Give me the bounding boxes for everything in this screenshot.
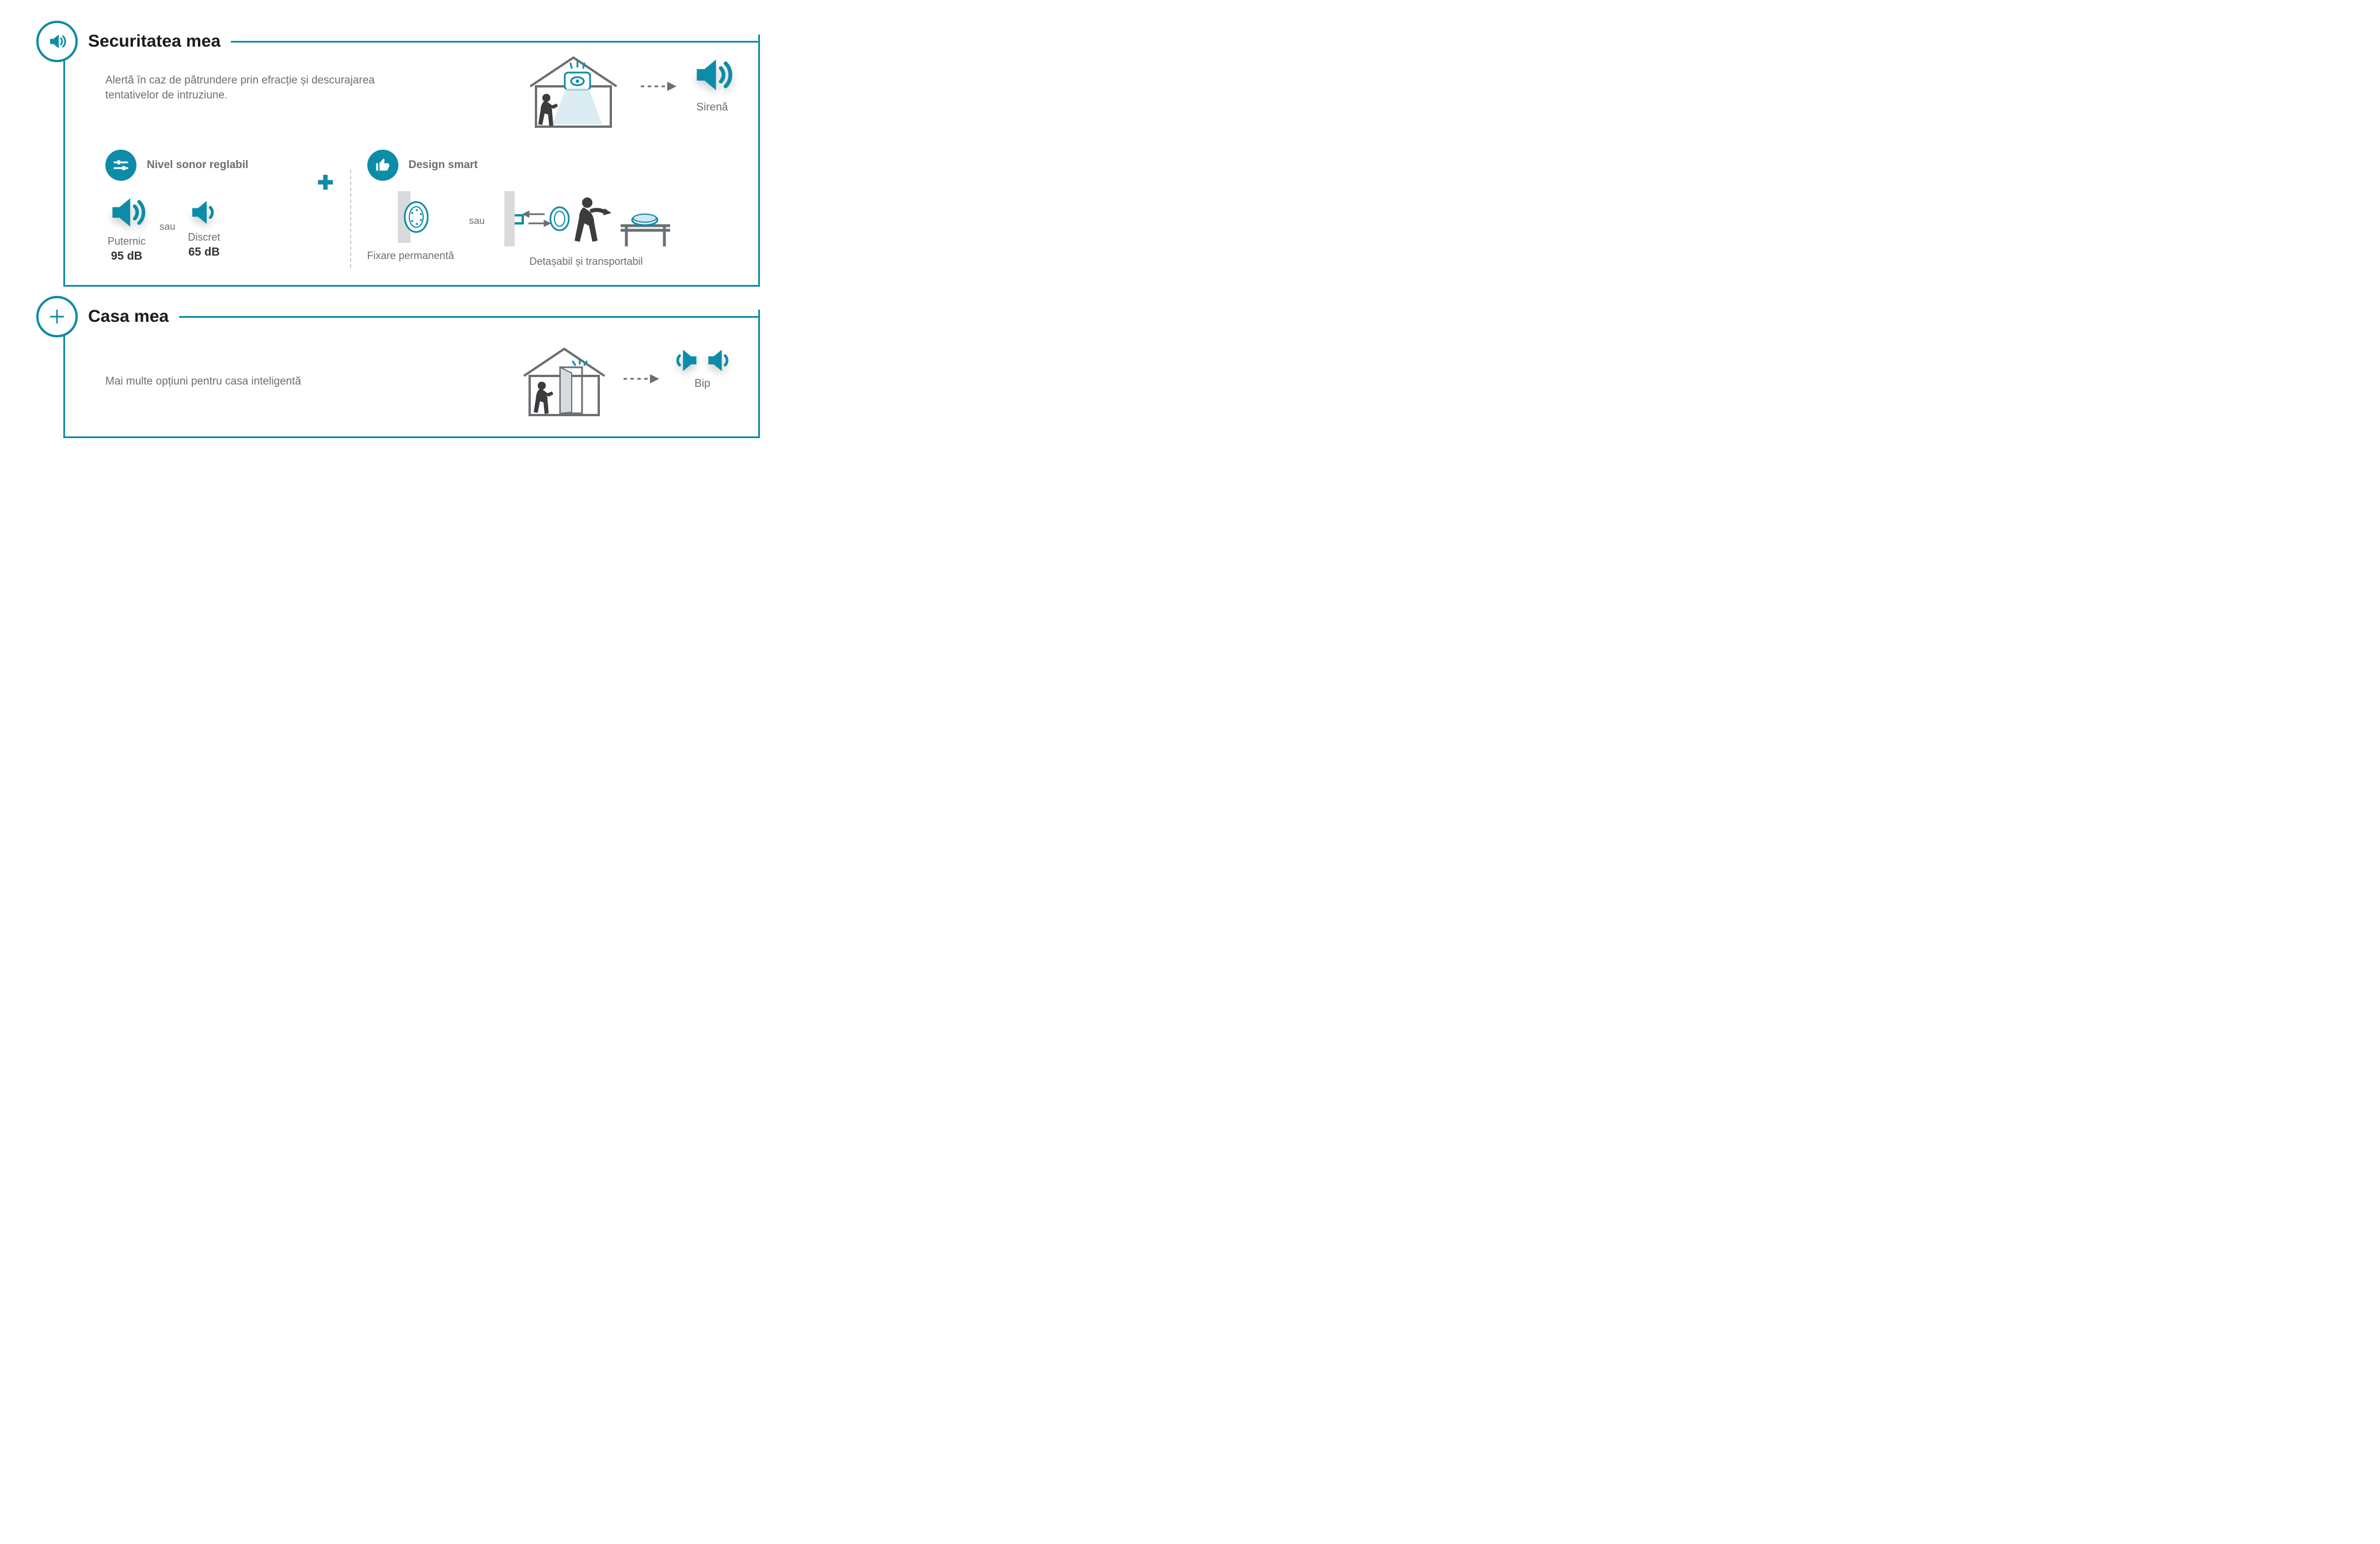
- siren-label: Sirenă: [697, 101, 728, 114]
- security-panel: Securitatea mea Alertă în caz de pătrund…: [63, 35, 760, 287]
- design-option-portable: Detașabil și transportabil: [500, 191, 672, 268]
- bip-speaker-right-icon: [703, 344, 735, 377]
- design-option-fixed: Fixare permanentă: [367, 191, 454, 262]
- sound-loud-label: Puternic: [108, 236, 146, 248]
- sound-quiet-label: Discret: [188, 232, 220, 244]
- or-word: sau: [159, 221, 175, 233]
- speaker-loud-icon: [105, 191, 148, 234]
- house-door-illustration: [515, 344, 613, 419]
- sliders-icon: [105, 150, 136, 181]
- panel-title: Casa mea: [88, 307, 169, 326]
- vertical-divider: [350, 170, 351, 268]
- thumbs-up-icon: [367, 150, 398, 181]
- panel-header: Securitatea mea: [36, 21, 758, 62]
- panel-description: Alertă în caz de pătrundere prin efracți…: [105, 73, 428, 102]
- sound-option-loud: Puternic 95 dB: [105, 191, 148, 263]
- feature-sound-level: Nivel sonor reglabil Puternic 95 dB sau: [105, 150, 301, 263]
- speaker-quiet-icon: [187, 195, 221, 230]
- plus-icon: [36, 296, 78, 337]
- feature-design-title: Design smart: [409, 159, 478, 172]
- feature-design: Design smart Fixare permanentă sau: [367, 150, 736, 268]
- bip-speaker-left-icon: [670, 344, 702, 377]
- house-intruder-illustration: [519, 52, 628, 132]
- header-rule: [179, 316, 758, 318]
- panel-header: Casa mea: [36, 296, 758, 337]
- portable-illustration: [500, 191, 672, 249]
- design-fixed-label: Fixare permanentă: [367, 250, 454, 262]
- wall-mount-icon: [376, 191, 445, 243]
- sound-loud-db: 95 dB: [111, 250, 142, 263]
- feature-sound-title: Nivel sonor reglabil: [147, 159, 248, 172]
- panel-title: Securitatea mea: [88, 32, 220, 51]
- arrow-icon: [638, 75, 679, 98]
- plus-separator-icon: ✚: [317, 172, 334, 195]
- sound-option-quiet: Discret 65 dB: [187, 195, 221, 259]
- siren-speaker-icon: [689, 52, 735, 98]
- speaker-icon: [36, 21, 78, 62]
- design-portable-label: Detașabil și transportabil: [529, 256, 642, 268]
- or-word: sau: [469, 215, 485, 227]
- panel-description: Mai multe opțiuni pentru casa inteligent…: [105, 375, 515, 388]
- header-rule: [231, 41, 758, 43]
- sound-quiet-db: 65 dB: [188, 246, 219, 259]
- arrow-icon: [621, 367, 661, 390]
- home-panel: Casa mea Mai multe opțiuni pentru casa i…: [63, 310, 760, 438]
- bip-label: Bip: [694, 378, 710, 390]
